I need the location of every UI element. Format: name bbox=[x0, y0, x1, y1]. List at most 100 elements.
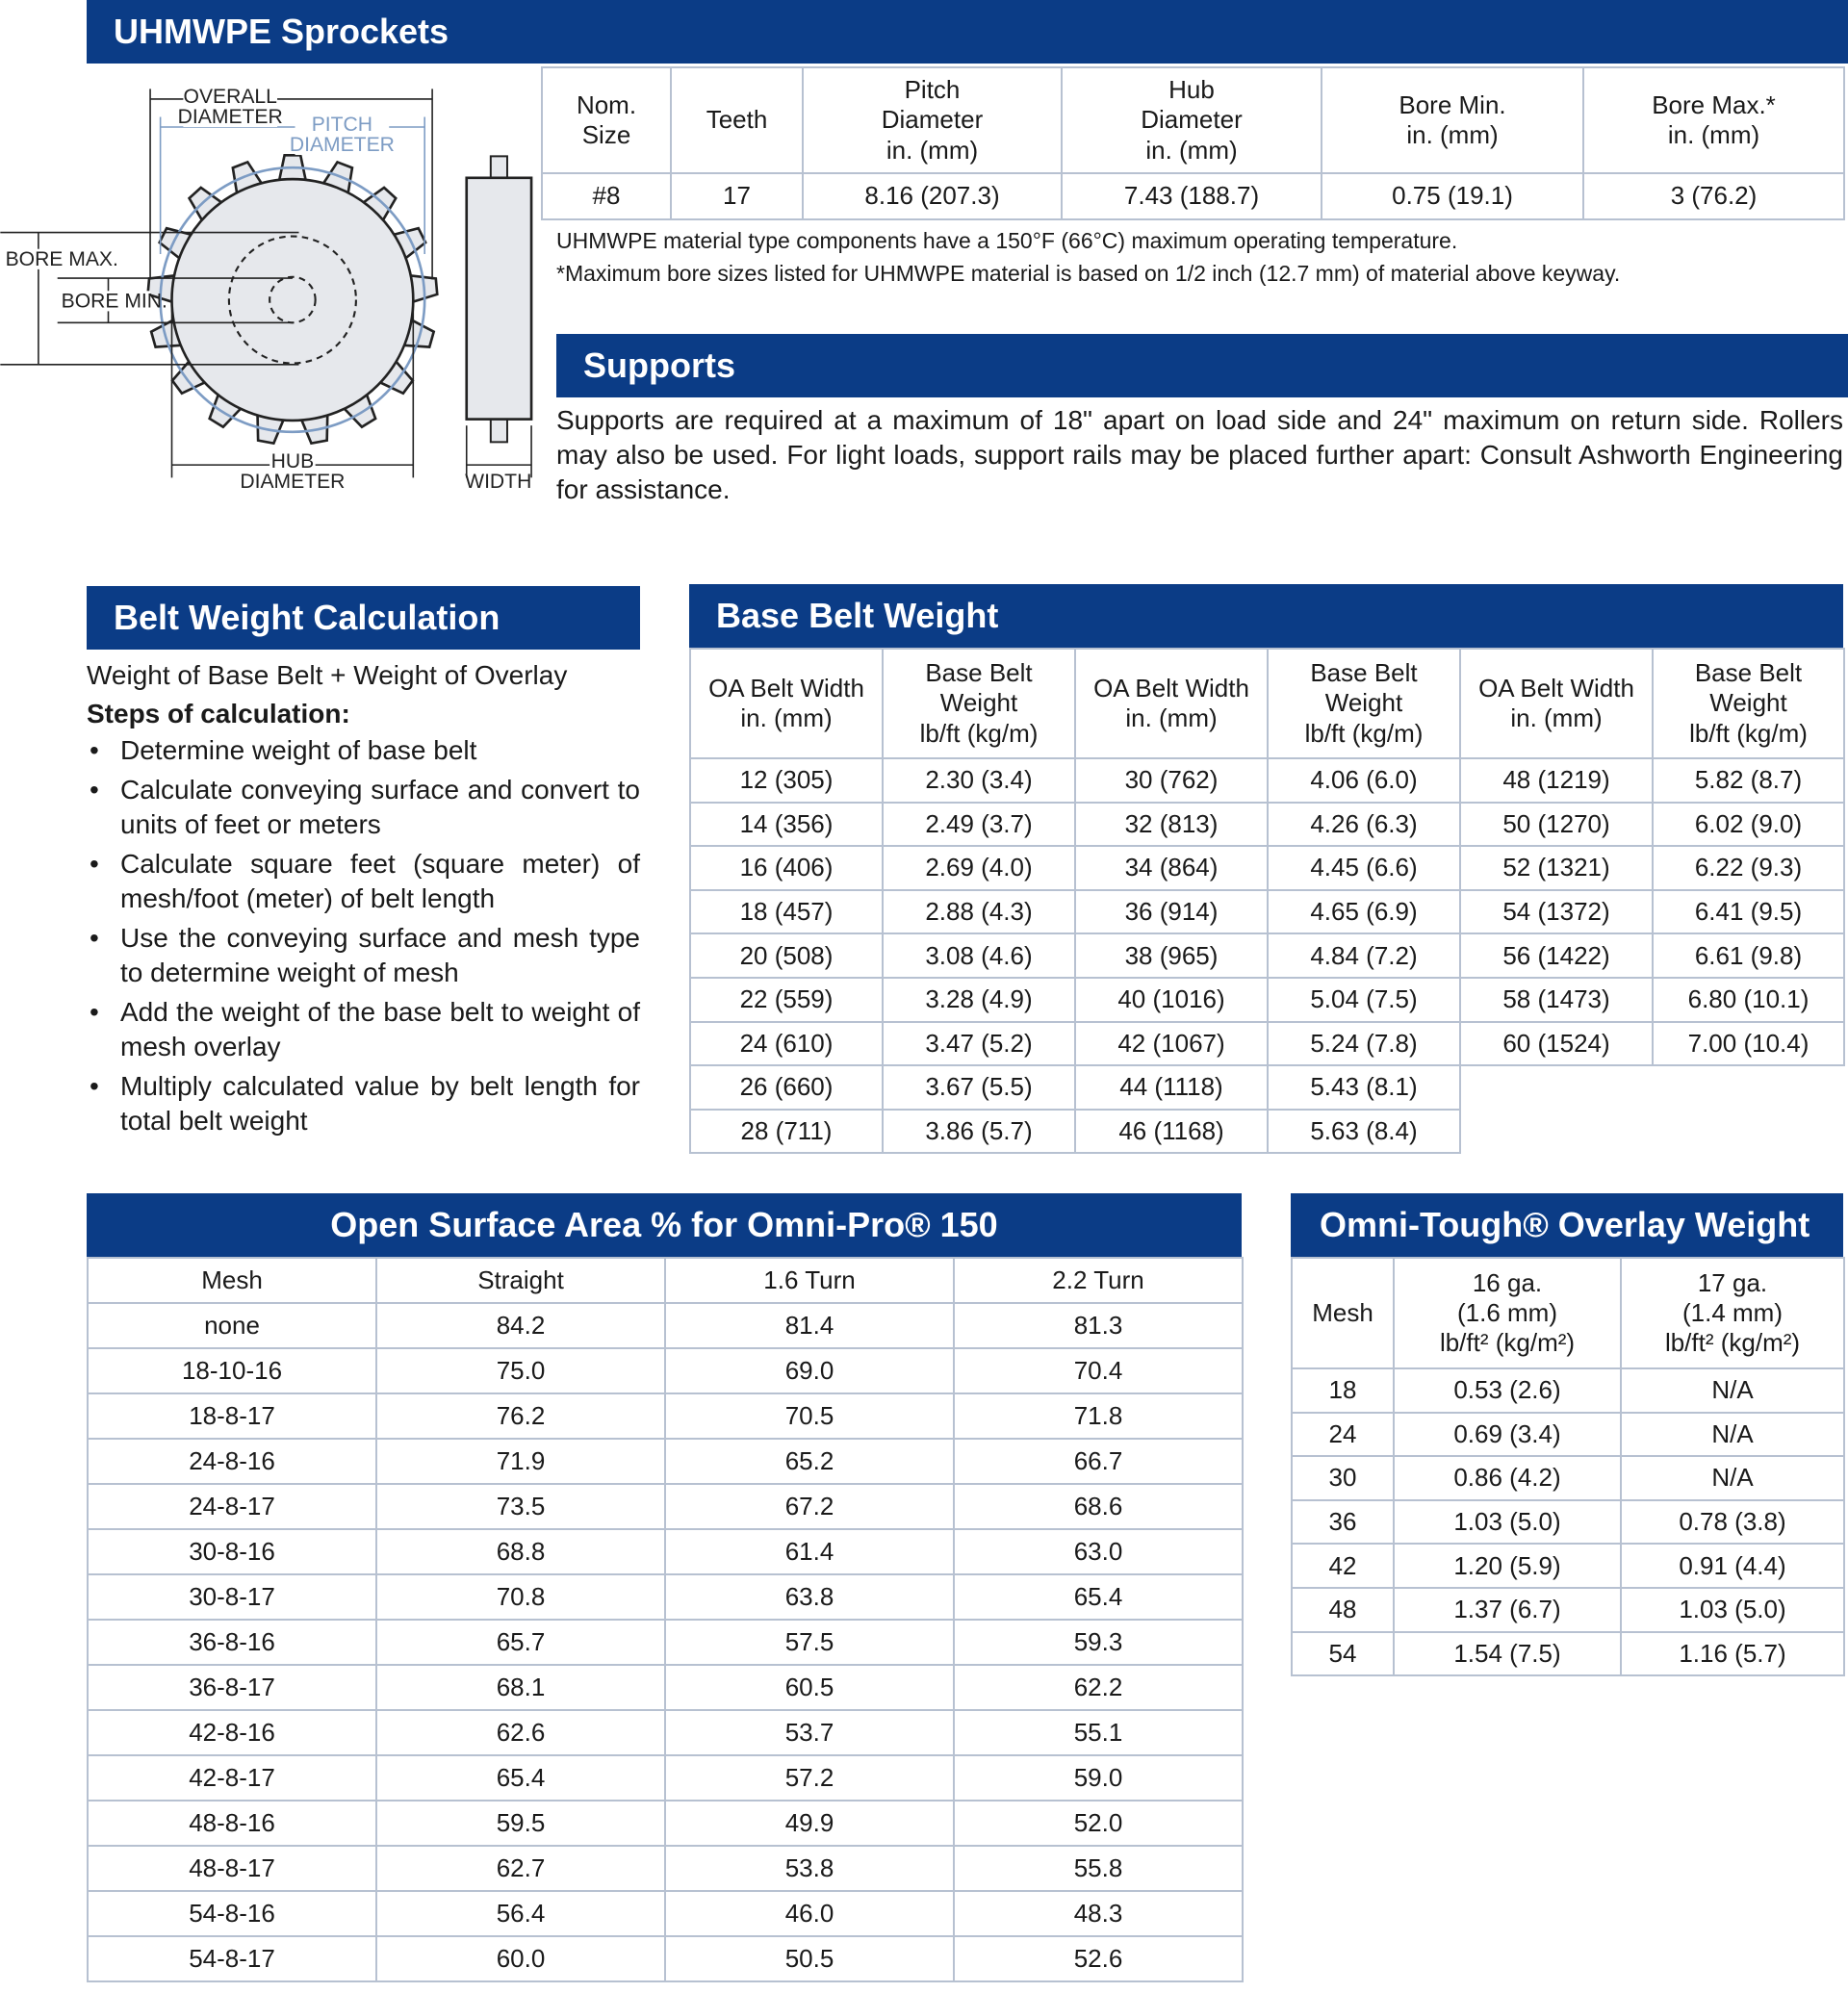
table-cell: 40 (1016) bbox=[1074, 976, 1269, 1023]
table-cell: 5.63 (8.4) bbox=[1267, 1108, 1461, 1155]
table-cell: 22 (559) bbox=[689, 976, 884, 1023]
table-row: 22 (559) 3.28 (4.9) 40 (1016) 5.04 (7.5) 58 … bbox=[689, 976, 1845, 1023]
section-title: Base Belt Weight bbox=[689, 584, 1843, 648]
table-cell: 46.0 bbox=[664, 1890, 955, 1937]
table-row: 20 (508) 3.08 (4.6) 38 (965) 4.84 (7.2) 56 (… bbox=[689, 933, 1845, 979]
table-cell: 3 (76.2) bbox=[1582, 172, 1845, 220]
table-cell: 68.6 bbox=[953, 1483, 1244, 1530]
table-cell: 44 (1118) bbox=[1074, 1064, 1269, 1111]
header-cell: OA Belt Width in. (mm) bbox=[689, 648, 884, 759]
table-cell: 0.91 (4.4) bbox=[1620, 1543, 1845, 1589]
table-cell: 50 (1270) bbox=[1459, 801, 1654, 848]
table-cell: 57.2 bbox=[664, 1754, 955, 1801]
table-cell: 54-8-16 bbox=[87, 1890, 377, 1937]
table-cell: 52 (1321) bbox=[1459, 845, 1654, 891]
header-cell: 1.6 Turn bbox=[664, 1257, 955, 1304]
table-cell: 24-8-17 bbox=[87, 1483, 377, 1530]
table-cell: 2.30 (3.4) bbox=[882, 757, 1076, 804]
table-cell: 30-8-16 bbox=[87, 1528, 377, 1575]
table-cell: 24 bbox=[1291, 1411, 1395, 1458]
table-cell: 0.75 (19.1) bbox=[1321, 172, 1584, 220]
diagram-label: PITCH bbox=[312, 114, 372, 136]
header-cell: Bore Min. in. (mm) bbox=[1321, 66, 1584, 174]
table-row: 12 (305) 2.30 (3.4) 30 (762) 4.06 (6.0) 48 (… bbox=[689, 757, 1845, 804]
table-cell: 75.0 bbox=[375, 1347, 666, 1394]
table-cell: 4.26 (6.3) bbox=[1267, 801, 1461, 848]
table-row: 24-8-17 73.5 67.2 68.6 bbox=[87, 1483, 1244, 1530]
table-row: 54-8-17 60.0 50.5 52.6 bbox=[87, 1935, 1244, 1982]
diagram-label: DIAMETER bbox=[240, 471, 345, 493]
step: Multiply calculated value by belt length… bbox=[87, 1069, 640, 1138]
header-row: OA Belt Width in. (mm) Base Belt Weight l… bbox=[689, 648, 1845, 759]
header-cell: Bore Max.* in. (mm) bbox=[1582, 66, 1845, 174]
supports-text: Supports are required at a maximum of 18… bbox=[556, 405, 1843, 504]
table-cell: 1.54 (7.5) bbox=[1393, 1630, 1622, 1677]
table-cell: 48 bbox=[1291, 1586, 1395, 1633]
diagram-label: WIDTH bbox=[465, 471, 531, 493]
header-cell: 17 ga. (1.4 mm) lb/ft² (kg/m²) bbox=[1620, 1257, 1845, 1369]
table-cell: 36-8-17 bbox=[87, 1664, 377, 1711]
table-cell: 3.86 (5.7) bbox=[882, 1108, 1076, 1155]
header-cell: Mesh bbox=[1291, 1257, 1395, 1369]
table-cell: 56 (1422) bbox=[1459, 933, 1654, 979]
table-cell: 50.5 bbox=[664, 1935, 955, 1982]
table-cell: 6.80 (10.1) bbox=[1652, 976, 1845, 1023]
table-cell: 6.61 (9.8) bbox=[1652, 933, 1845, 979]
table-cell: 54-8-17 bbox=[87, 1935, 377, 1982]
header-cell: 16 ga. (1.6 mm) lb/ft² (kg/m²) bbox=[1393, 1257, 1622, 1369]
table-cell: 59.3 bbox=[953, 1619, 1244, 1666]
table-cell: 70.5 bbox=[664, 1393, 955, 1440]
table-cell: 63.8 bbox=[664, 1573, 955, 1621]
data-table: Mesh 16 ga. (1.6 mm) lb/ft² (kg/m²) 17 ga.… bbox=[1291, 1257, 1845, 1677]
table-cell: 3.47 (5.2) bbox=[882, 1020, 1076, 1067]
table-cell: 36 bbox=[1291, 1498, 1395, 1546]
step: Add the weight of the base belt to weigh… bbox=[87, 995, 640, 1064]
table-cell: 32 (813) bbox=[1074, 801, 1269, 848]
table-cell: 54 (1372) bbox=[1459, 888, 1654, 935]
header-cell: Base Belt Weight lb/ft (kg/m) bbox=[882, 648, 1076, 759]
table-cell: 48.3 bbox=[953, 1890, 1244, 1937]
table-cell: 1.20 (5.9) bbox=[1393, 1543, 1622, 1589]
table-cell: none bbox=[87, 1302, 377, 1349]
table-row: 30-8-16 68.8 61.4 63.0 bbox=[87, 1528, 1244, 1575]
table-cell: N/A bbox=[1620, 1455, 1845, 1501]
table-cell: 36 (914) bbox=[1074, 888, 1269, 935]
table-cell: 1.03 (5.0) bbox=[1393, 1498, 1622, 1546]
table-row: 36-8-16 65.7 57.5 59.3 bbox=[87, 1619, 1244, 1666]
header-cell: Pitch Diameter in. (mm) bbox=[802, 66, 1063, 174]
table-cell: 42-8-17 bbox=[87, 1754, 377, 1801]
table-cell: 42 bbox=[1291, 1543, 1395, 1589]
table-row: none 84.2 81.4 81.3 bbox=[87, 1302, 1244, 1349]
table-row: 24 (610) 3.47 (5.2) 42 (1067) 5.24 (7.8) 60 … bbox=[689, 1020, 1845, 1067]
diagram-label: DIAMETER bbox=[178, 106, 283, 128]
table-cell: 59.5 bbox=[375, 1800, 666, 1847]
table-cell: 57.5 bbox=[664, 1619, 955, 1666]
table-cell: 24-8-16 bbox=[87, 1438, 377, 1485]
table-cell: 1.03 (5.0) bbox=[1620, 1586, 1845, 1633]
table-cell: 48 (1219) bbox=[1459, 757, 1654, 804]
table-cell: 69.0 bbox=[664, 1347, 955, 1394]
section-title: UHMWPE Sprockets bbox=[87, 0, 1848, 64]
table-row: 18-8-17 76.2 70.5 71.8 bbox=[87, 1393, 1244, 1440]
header-cell: OA Belt Width in. (mm) bbox=[1459, 648, 1654, 759]
diagram-label: OVERALL bbox=[184, 86, 278, 108]
table-row: 42-8-17 65.4 57.2 59.0 bbox=[87, 1754, 1244, 1801]
blank-cell bbox=[1460, 1065, 1653, 1110]
header-cell: OA Belt Width in. (mm) bbox=[1074, 648, 1269, 759]
table-cell: 53.8 bbox=[664, 1845, 955, 1892]
notes: UHMWPE material type components have a 1… bbox=[556, 224, 1836, 290]
header-cell: 2.2 Turn bbox=[953, 1257, 1244, 1304]
table-cell: 53.7 bbox=[664, 1709, 955, 1756]
sprocket-diagram: OVERALL DIAMETER PITCH DIAMETER BORE MAX… bbox=[0, 86, 533, 493]
header-cell: Nom. Size bbox=[541, 66, 672, 174]
table-cell: 30 (762) bbox=[1074, 757, 1269, 804]
table-cell: 30-8-17 bbox=[87, 1573, 377, 1621]
table-cell: 2.88 (4.3) bbox=[882, 888, 1076, 935]
table-cell: 52.6 bbox=[953, 1935, 1244, 1982]
table-cell: 6.22 (9.3) bbox=[1652, 845, 1845, 891]
table-cell: 5.82 (8.7) bbox=[1652, 757, 1845, 804]
table-row: 54 1.54 (7.5) 1.16 (5.7) bbox=[1291, 1630, 1845, 1677]
table-cell: 4.65 (6.9) bbox=[1267, 888, 1461, 935]
table-row: 24 0.69 (3.4) N/A bbox=[1291, 1411, 1845, 1458]
